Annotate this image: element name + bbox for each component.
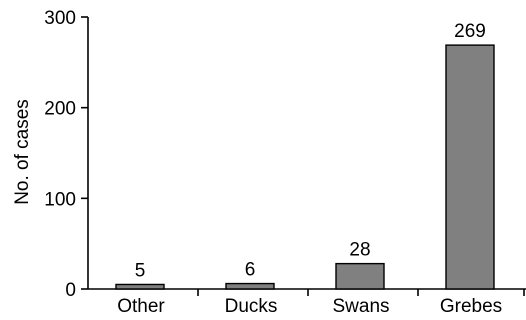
y-tick-label-100: 100 bbox=[44, 189, 76, 210]
x-tick-label-grebes: Grebes bbox=[440, 296, 502, 317]
data-label-swans: 28 bbox=[349, 240, 370, 261]
bar-other bbox=[115, 283, 165, 290]
plot-area: 0 100 200 300 5 Other 6 Ducks 28 Swans 269 Grebes bbox=[44, 8, 526, 317]
data-label-grebes: 269 bbox=[454, 21, 486, 42]
data-label-ducks: 6 bbox=[245, 260, 256, 281]
y-tick-label-200: 200 bbox=[44, 99, 76, 120]
x-tick-label-other: Other bbox=[117, 296, 165, 317]
bar-swans bbox=[335, 262, 385, 290]
y-tick-label-300: 300 bbox=[44, 8, 76, 29]
y-tick-label-0: 0 bbox=[65, 280, 76, 301]
y-axis-label: No. of cases bbox=[12, 99, 33, 205]
x-tick-label-swans: Swans bbox=[332, 296, 389, 317]
bar-grebes bbox=[445, 44, 495, 290]
x-tick-label-ducks: Ducks bbox=[225, 296, 278, 317]
data-label-other: 5 bbox=[135, 260, 146, 281]
bar-ducks bbox=[225, 282, 275, 290]
